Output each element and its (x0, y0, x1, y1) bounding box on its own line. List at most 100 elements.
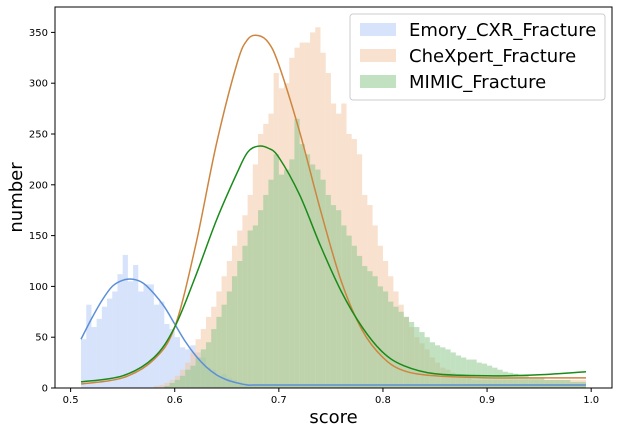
bar (252, 225, 259, 388)
x-tick-label: 0.7 (271, 395, 287, 406)
x-tick-label: 0.6 (167, 395, 183, 406)
y-axis-label: number (6, 162, 27, 233)
bar (153, 385, 160, 388)
bar (419, 332, 425, 388)
bar (138, 291, 144, 388)
bar (133, 265, 139, 388)
bar (231, 276, 238, 388)
y-tick-label: 250 (29, 130, 48, 141)
bar (101, 306, 108, 388)
bar (435, 345, 441, 388)
bar (289, 159, 295, 388)
y-tick-label: 200 (29, 180, 48, 191)
bar (362, 266, 368, 388)
y-tick-label: 100 (29, 282, 48, 293)
bar (310, 164, 316, 388)
x-tick-label: 0.5 (63, 395, 79, 406)
bar (445, 349, 451, 388)
bar (237, 261, 243, 388)
bar (273, 154, 279, 388)
bar (179, 347, 186, 388)
bar (539, 377, 545, 388)
bar (127, 281, 134, 388)
bar (205, 342, 212, 388)
bar (393, 306, 399, 388)
bar (429, 342, 436, 388)
bar (471, 359, 477, 388)
bar (174, 337, 180, 388)
bar (461, 357, 467, 388)
bar (169, 329, 175, 388)
bar (247, 230, 253, 388)
legend-label-emory: Emory_CXR_Fracture (409, 20, 596, 41)
bar (96, 318, 102, 388)
y-tick-label: 50 (35, 333, 48, 344)
bar (372, 276, 378, 388)
bar (242, 245, 248, 388)
bar (336, 210, 342, 388)
bar (278, 174, 285, 388)
bar (216, 316, 222, 388)
bar (91, 327, 97, 388)
x-tick-label: 1.0 (583, 395, 599, 406)
bar (325, 194, 331, 388)
bar (164, 323, 170, 388)
bar (330, 205, 337, 388)
bar (455, 355, 462, 388)
y-tick-label: 300 (29, 79, 48, 90)
legend-swatch-emory (360, 23, 396, 36)
fit-curve-MIMIC_Fracture (80, 145, 587, 383)
legend-box (349, 13, 606, 101)
bar (528, 377, 534, 388)
bar (190, 365, 196, 388)
bar (159, 301, 165, 388)
y-tick-label: 150 (29, 231, 48, 242)
bar (179, 375, 186, 388)
legend-label-mimic: MIMIC_Fracture (409, 72, 546, 93)
bar (299, 144, 305, 388)
bar (382, 291, 389, 388)
x-tick-label: 0.8 (375, 395, 391, 406)
bar (86, 304, 92, 388)
legend-swatch-chexpert (360, 49, 396, 62)
x-axis-label: score (309, 407, 357, 428)
bar (377, 286, 383, 388)
bar (414, 327, 420, 388)
bar (549, 379, 555, 388)
bar (424, 337, 430, 388)
bar (518, 375, 524, 388)
bar (148, 284, 154, 388)
bar (346, 235, 352, 388)
bar (544, 379, 550, 388)
bar (143, 284, 149, 388)
bar (185, 369, 191, 388)
bar (112, 291, 118, 388)
plot-frame (54, 6, 613, 389)
bar (351, 245, 357, 388)
bar (284, 169, 290, 388)
bar (497, 369, 503, 388)
bar (81, 339, 87, 388)
y-axis-ticks: 0 50 100 150 200 250 300 350 (29, 28, 55, 395)
legend: Emory_CXR_Fracture CheXpert_Fracture MIM… (349, 13, 606, 101)
bar (107, 298, 113, 388)
bar (450, 352, 456, 388)
bar (211, 329, 217, 388)
bar (304, 154, 311, 388)
bar (153, 304, 160, 388)
bar (258, 210, 264, 388)
bar (263, 194, 269, 388)
bar (195, 357, 201, 388)
fit-curve-Emory_CXR_Fracture (80, 278, 586, 386)
x-tick-label: 0.9 (479, 395, 495, 406)
bar (341, 225, 347, 388)
bar (440, 347, 446, 388)
bar (388, 301, 394, 388)
bar (117, 274, 123, 388)
bar (159, 384, 165, 388)
bar (507, 372, 514, 388)
y-tick-label: 0 (42, 384, 48, 395)
bar (174, 379, 180, 388)
bar (221, 304, 227, 388)
fit-curve-CheXpert_Fracture (80, 34, 586, 385)
